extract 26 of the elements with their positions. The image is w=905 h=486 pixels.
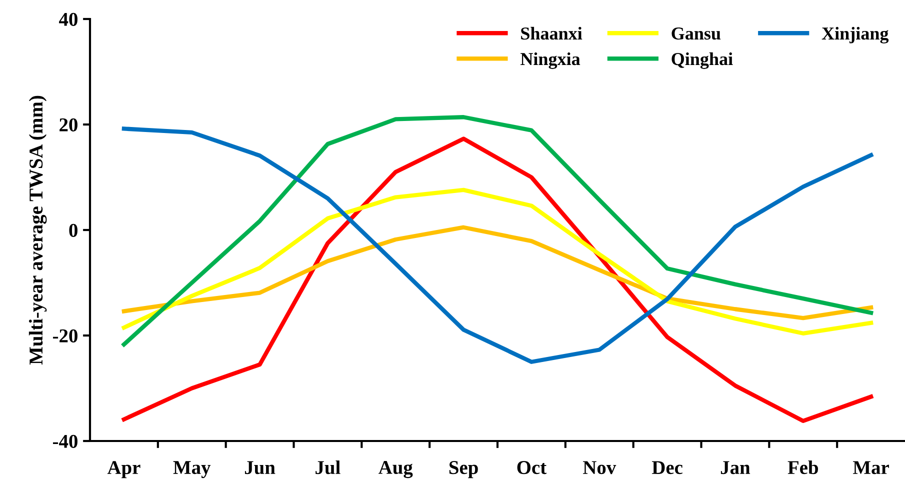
- x-tick-label: Jan: [720, 461, 750, 474]
- y-tick-label: 20: [60, 118, 78, 132]
- x-tick-label: Oct: [517, 461, 546, 474]
- x-tick-label: Mar: [853, 461, 889, 474]
- x-tick-label: Apr: [107, 461, 140, 478]
- x-tick-label: Sep: [449, 461, 478, 478]
- y-tick-label: -20: [52, 329, 78, 342]
- x-tick-label: Nov: [583, 461, 616, 474]
- line-series: [122, 188, 874, 336]
- x-tick-label: Feb: [788, 460, 818, 474]
- x-tick-label: May: [173, 461, 211, 478]
- legend-label: Shaanxi: [521, 26, 582, 40]
- y-tick-label: -40: [52, 434, 78, 448]
- x-tick-label: Jul: [316, 460, 340, 474]
- legend-label: Ningxia: [520, 52, 580, 69]
- legend-label: Xinjiang: [822, 26, 889, 44]
- legend-label: Gansu: [672, 27, 721, 40]
- legend-label: Qinghai: [672, 52, 733, 69]
- x-tick-label: Jun: [244, 461, 276, 474]
- line-series: [122, 225, 874, 320]
- x-tick-label: Aug: [378, 460, 413, 478]
- y-tick-label: 40: [59, 12, 78, 26]
- y-axis-title: Multi-year average TWSA (mm): [28, 96, 47, 365]
- line-series: [122, 136, 874, 424]
- x-tick-label: Dec: [652, 461, 682, 474]
- y-tick-label: 0: [69, 224, 78, 237]
